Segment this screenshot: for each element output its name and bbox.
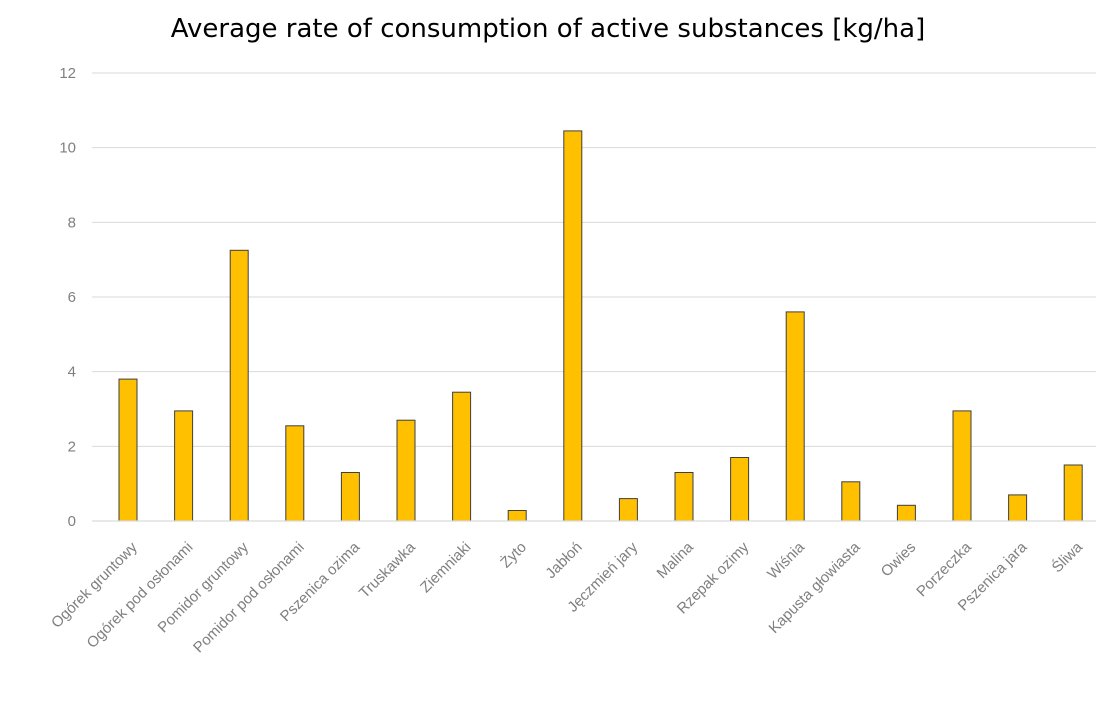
bars [118, 130, 1083, 522]
bar [841, 481, 861, 522]
bar [1008, 494, 1028, 522]
bar [563, 130, 583, 522]
x-category-label: Malina [654, 538, 698, 582]
x-category-label: Ziemniaki [417, 539, 474, 596]
y-tick-label: 12 [59, 65, 76, 82]
chart-title: Average rate of consumption of active su… [170, 14, 926, 44]
bar [229, 249, 249, 522]
x-category-label: Śliwa [1048, 538, 1087, 577]
bar [896, 504, 916, 522]
y-tick-label: 8 [68, 214, 76, 231]
bar [952, 410, 972, 522]
y-tick-label: 4 [68, 364, 76, 381]
x-category-label: Jabłoń [542, 539, 585, 582]
bar [396, 419, 416, 522]
bar [285, 425, 305, 522]
bar [674, 472, 694, 522]
x-category-label: Owies [878, 539, 919, 580]
x-category-label: Wiśnia [764, 538, 808, 582]
x-category-label: Truskawka [356, 538, 419, 601]
y-tick-label: 2 [68, 438, 76, 455]
y-axis-tick-labels: 0 2 4 6 8 10 12 [59, 65, 76, 530]
bar [730, 457, 750, 522]
bar [1063, 464, 1083, 522]
x-category-label: Pomidor pod osłonami [190, 539, 308, 657]
y-tick-label: 6 [68, 289, 76, 306]
y-tick-label: 10 [59, 140, 76, 157]
bar [118, 378, 138, 522]
bar [618, 498, 638, 522]
bar [340, 472, 360, 522]
gridlines [92, 72, 1096, 447]
bar [507, 510, 527, 522]
bar [785, 311, 805, 522]
x-category-label: Ogórek pod osłonami [84, 539, 197, 652]
bar [452, 391, 472, 522]
bar [174, 410, 194, 522]
x-category-label: Żyto [497, 538, 530, 571]
y-tick-label: 0 [68, 513, 76, 530]
